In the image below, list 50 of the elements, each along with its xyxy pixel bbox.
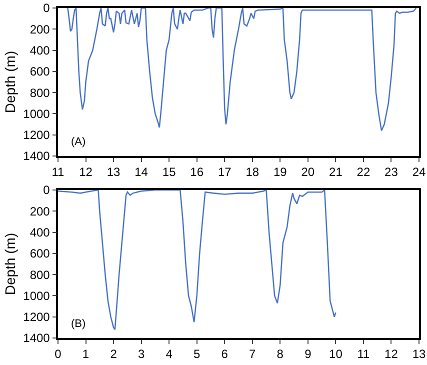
y-tick-label: 200 bbox=[30, 204, 50, 218]
x-tick-label: 13 bbox=[412, 347, 426, 362]
x-tick-label: 20 bbox=[301, 165, 315, 180]
y-tick-label: 800 bbox=[30, 86, 50, 100]
line-series bbox=[58, 190, 336, 330]
x-tick-label: 21 bbox=[329, 165, 343, 180]
y-tick-label: 1400 bbox=[23, 331, 50, 346]
x-tick-label: 24 bbox=[412, 165, 426, 180]
y-tick-label: 400 bbox=[30, 43, 50, 58]
x-tick-label: 14 bbox=[134, 165, 148, 180]
x-tick-label: 22 bbox=[356, 165, 370, 180]
y-tick-label: 1200 bbox=[23, 310, 50, 324]
y-tick-label: 800 bbox=[30, 268, 50, 282]
y-tick-label: 400 bbox=[30, 225, 50, 240]
x-tick-label: 12 bbox=[384, 347, 398, 362]
y-tick-label: 0 bbox=[43, 1, 50, 16]
x-tick-label: 12 bbox=[79, 165, 93, 180]
x-tick-label: 2 bbox=[110, 347, 118, 362]
x-tick-label: 18 bbox=[246, 165, 260, 180]
y-tick-label: 1000 bbox=[23, 106, 50, 121]
line-series bbox=[67, 8, 417, 132]
annotation: (B) bbox=[71, 318, 86, 330]
y-axis-title: Depth (m) bbox=[2, 50, 18, 114]
x-tick-label: 8 bbox=[276, 347, 284, 362]
y-tick-label: 600 bbox=[30, 246, 50, 261]
y-tick-label: 0 bbox=[43, 183, 50, 198]
x-tick-label: 15 bbox=[162, 165, 176, 180]
y-tick-label: 600 bbox=[30, 64, 50, 79]
y-tick-label: 1200 bbox=[23, 128, 50, 142]
annotation: (A) bbox=[71, 136, 86, 148]
y-tick-label: 1400 bbox=[23, 149, 50, 164]
x-tick-label: 11 bbox=[52, 165, 65, 180]
x-tick-label: 16 bbox=[190, 165, 204, 180]
x-tick-label: 9 bbox=[304, 347, 312, 362]
y-tick-label: 1000 bbox=[23, 288, 50, 303]
y-axis-title: Depth (m) bbox=[2, 232, 18, 296]
x-tick-label: 3 bbox=[138, 347, 145, 362]
x-tick-label: 13 bbox=[106, 165, 121, 180]
x-tick-label: 5 bbox=[194, 347, 201, 362]
x-tick-label: 19 bbox=[273, 165, 288, 180]
x-tick-label: 1 bbox=[82, 347, 90, 362]
x-tick-label: 17 bbox=[218, 165, 232, 180]
x-tick-label: 7 bbox=[249, 347, 256, 362]
x-tick-label: 10 bbox=[329, 347, 343, 362]
x-tick-label: 6 bbox=[221, 347, 228, 362]
x-tick-label: 4 bbox=[166, 347, 173, 362]
y-tick-label: 200 bbox=[30, 22, 50, 36]
x-tick-label: 11 bbox=[357, 347, 370, 362]
x-tick-label: 0 bbox=[54, 347, 62, 362]
x-tick-label: 23 bbox=[384, 165, 398, 180]
